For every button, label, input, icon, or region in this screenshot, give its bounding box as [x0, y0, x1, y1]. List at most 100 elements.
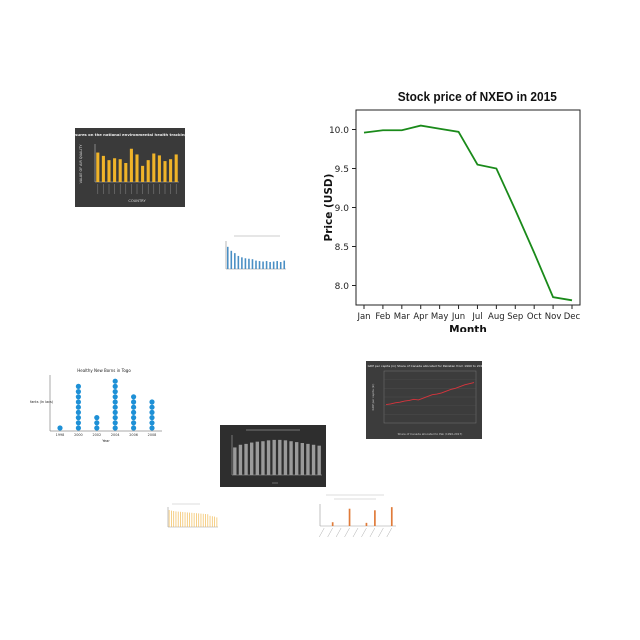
- bar: [186, 512, 188, 527]
- bar: [182, 512, 184, 527]
- bar: [193, 513, 195, 527]
- dot: [149, 425, 155, 431]
- dot: [112, 399, 118, 405]
- dot: [149, 399, 155, 405]
- bar: [216, 517, 218, 527]
- bar: [118, 159, 122, 182]
- bar: [289, 441, 293, 475]
- x-tick-label: Jan: [356, 312, 370, 322]
- y-axis-label: GDP per capita (in): [371, 384, 375, 411]
- x-tick-label: Sep: [507, 312, 523, 322]
- bar: [300, 443, 304, 475]
- dot: [94, 415, 100, 421]
- bar: [233, 447, 237, 475]
- chart-title: Stock price of NXEO in 2015: [397, 90, 557, 104]
- x-tick-label: [378, 527, 384, 538]
- air-quality-plot: Air quality Measures on the national env…: [75, 132, 185, 203]
- bar: [269, 262, 271, 269]
- bar: [244, 258, 247, 269]
- dot: [94, 425, 100, 431]
- bar: [152, 153, 156, 182]
- bar: [234, 253, 236, 269]
- bar: [283, 440, 288, 475]
- dot: [112, 394, 118, 400]
- bar: [129, 148, 133, 182]
- dot: [131, 420, 137, 426]
- dot: [94, 420, 100, 426]
- dot: [112, 409, 118, 415]
- x-tick-label: Jun: [451, 312, 465, 322]
- bar: [107, 160, 111, 182]
- x-tick-label: [319, 527, 325, 538]
- orange-bars-thumbnail: [312, 492, 398, 546]
- bar: [141, 165, 145, 182]
- bar: [237, 255, 240, 269]
- x-tick-label: 2008: [148, 433, 157, 437]
- x-tick-label: [386, 527, 392, 538]
- stock-plot: 8.0 8.5 9.0 9.5 10.0 Jan Feb Mar Apr May Jun Jul Aug…: [323, 109, 581, 332]
- bar: [262, 261, 264, 269]
- x-tick-label: Aug: [488, 312, 505, 322]
- bar: [191, 512, 193, 527]
- bar: [175, 511, 177, 527]
- stock-price-chart: Stock price of NXEO in 2015 8.0 8.5 9.0 9.5…: [318, 86, 588, 332]
- bar: [101, 155, 105, 182]
- bar: [180, 511, 181, 527]
- dot: [75, 415, 81, 421]
- bar: [135, 154, 139, 182]
- chart-title: Healthy New Borns in Togo: [77, 368, 131, 373]
- gdp-thumbnail: GDP per capita (in) Share of Canada allo…: [366, 361, 482, 439]
- dot: [75, 420, 81, 426]
- bar: [365, 522, 368, 526]
- x-tick-label: [335, 527, 342, 538]
- x-axis-label: Year: [102, 439, 110, 442]
- y-axis-label: Infants (In lacs): [30, 400, 54, 404]
- bar: [96, 152, 100, 182]
- x-axis-label: Share of Canada allocated to Pak (1990-2…: [398, 432, 463, 436]
- bar: [169, 159, 173, 182]
- dot: [75, 404, 81, 410]
- bar: [163, 161, 167, 182]
- x-tick-label: Mar: [394, 312, 411, 322]
- bar: [207, 514, 209, 527]
- bar: [265, 261, 268, 269]
- dot: [112, 425, 118, 431]
- air-quality-thumbnail: Air quality Measures on the national env…: [75, 128, 185, 207]
- dot: [112, 404, 118, 410]
- bar: [202, 513, 204, 527]
- x-tick-label: 1998: [56, 433, 65, 437]
- dot: [75, 409, 81, 415]
- bar: [306, 443, 310, 475]
- bar: [255, 260, 257, 269]
- price-line: [363, 124, 573, 302]
- bar: [174, 154, 178, 182]
- bar: [348, 508, 351, 526]
- bar: [390, 507, 393, 526]
- dot: [112, 378, 118, 384]
- y-tick-label: 8.5: [335, 243, 349, 253]
- bar: [331, 522, 334, 526]
- bar: [248, 258, 250, 269]
- x-tick-label: Jul: [471, 312, 482, 322]
- bar: [214, 516, 215, 527]
- yellow-bars-plot: [167, 503, 218, 528]
- bar: [238, 444, 243, 475]
- bar: [211, 516, 213, 527]
- yellow-bars-thumbnail: [160, 502, 220, 537]
- dot: [131, 404, 137, 410]
- dot: [149, 415, 155, 421]
- dot: [131, 415, 137, 421]
- x-tick-label: [361, 527, 367, 538]
- x-axis-label: Month: [449, 324, 487, 332]
- bar: [266, 440, 271, 475]
- bar: [295, 442, 299, 475]
- bar: [317, 445, 321, 475]
- dot: [75, 394, 81, 400]
- bar: [177, 511, 179, 527]
- bar: [279, 262, 282, 269]
- dot: [131, 409, 137, 415]
- bar: [226, 246, 229, 269]
- gray-bars-plot: [231, 429, 322, 484]
- blue-bars-plot: [225, 235, 286, 270]
- x-tick-label: [369, 527, 376, 538]
